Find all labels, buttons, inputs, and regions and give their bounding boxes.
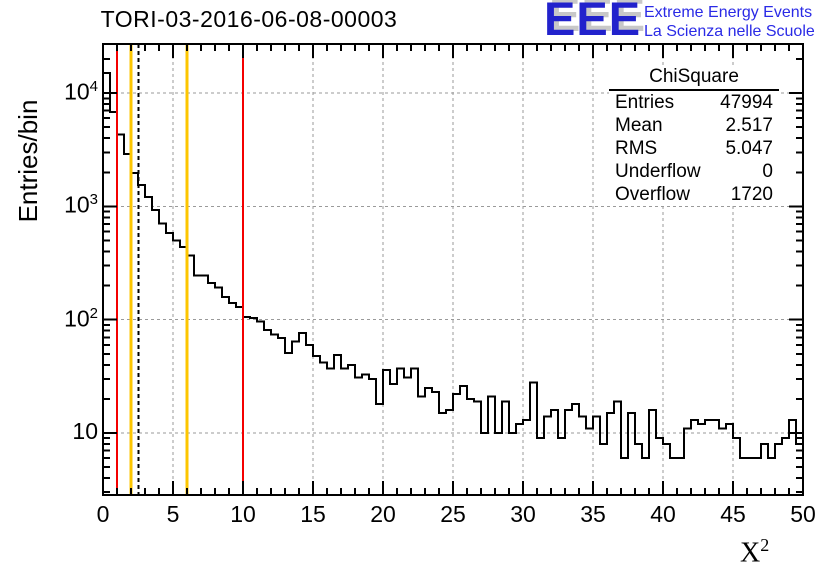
stats-value: 5.047 <box>725 138 773 159</box>
x-axis-title-sup: 2 <box>760 535 770 555</box>
y-tick-label: 104 <box>64 78 98 105</box>
stats-label: Mean <box>615 115 663 136</box>
x-tick-label: 20 <box>370 501 396 527</box>
x-tick-label: 15 <box>300 501 326 527</box>
stats-box-title: ChiSquare <box>609 66 779 91</box>
stats-label: Overflow <box>615 184 690 205</box>
y-axis-title: Entries/bin <box>13 99 43 223</box>
x-axis-title-base: X <box>740 537 761 569</box>
stats-row-entries: Entries 47994 <box>609 91 779 114</box>
stats-value: 0 <box>762 161 773 182</box>
eee-logo: EEE Extreme Energy Events La Scienza nel… <box>544 0 836 47</box>
histogram-step-line <box>102 72 804 495</box>
eee-logo-text: Extreme Energy Events La Scienza nelle S… <box>644 3 815 41</box>
stats-row-underflow: Underflow 0 <box>609 160 779 183</box>
stats-value: 1720 <box>730 184 773 205</box>
x-tick-label: 10 <box>230 501 256 527</box>
x-tick-label: 40 <box>650 501 676 527</box>
eee-logo-line1: Extreme Energy Events <box>644 4 813 21</box>
x-tick-label: 30 <box>510 501 536 527</box>
stats-row-overflow: Overflow 1720 <box>609 183 779 206</box>
stats-row-rms: RMS 5.047 <box>609 137 779 160</box>
stats-label: Entries <box>615 92 675 113</box>
x-tick-label: 25 <box>440 501 466 527</box>
eee-logo-letters: EEE <box>544 0 642 45</box>
x-tick-label: 5 <box>166 501 180 527</box>
stats-label: Underflow <box>615 161 701 182</box>
stats-value: 47994 <box>720 92 773 113</box>
x-tick-label: 50 <box>790 501 816 527</box>
y-tick-label: 103 <box>64 191 98 219</box>
stats-label: RMS <box>615 138 658 159</box>
stats-box: ChiSquare Entries 47994 Mean 2.517 RMS 5… <box>609 66 779 206</box>
stats-value: 2.517 <box>725 115 773 136</box>
plot-title: TORI-03-2016-06-08-00003 <box>100 6 398 32</box>
y-tick-label: 10 <box>72 418 98 444</box>
x-tick-label: 35 <box>580 501 606 527</box>
stats-row-mean: Mean 2.517 <box>609 114 779 137</box>
x-tick-label: 45 <box>720 501 746 527</box>
x-axis-title: X2 <box>740 535 769 569</box>
x-tick-label: 0 <box>96 501 110 527</box>
y-tick-label: 102 <box>64 304 98 332</box>
eee-logo-line2: La Scienza nelle Scuole <box>644 23 815 40</box>
